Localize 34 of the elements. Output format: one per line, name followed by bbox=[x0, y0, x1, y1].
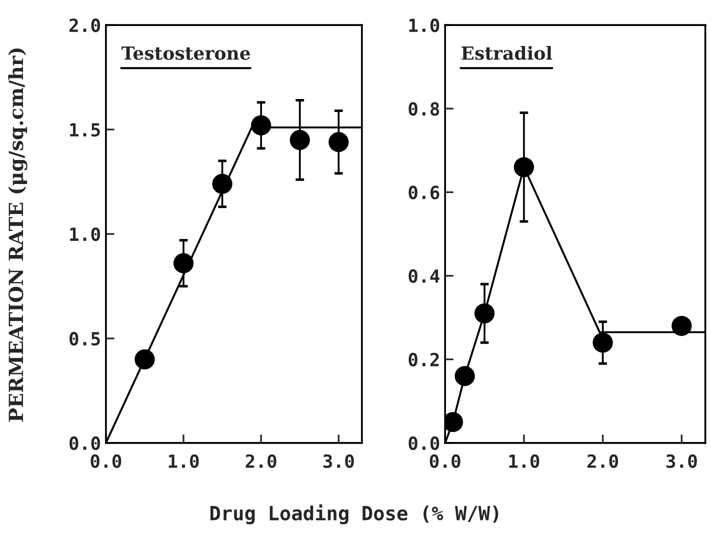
x-tick-label: 0.0 bbox=[90, 454, 122, 468]
x-tick-label: 1.0 bbox=[168, 454, 199, 468]
point bbox=[290, 130, 310, 150]
x-tick-label: 3.0 bbox=[666, 454, 697, 468]
x-tick-label: 1.0 bbox=[509, 454, 540, 468]
text: Estradiol bbox=[462, 46, 552, 60]
y-tick-label: 0.4 bbox=[408, 269, 440, 283]
y-tick-label: 1.0 bbox=[409, 18, 440, 32]
point bbox=[173, 253, 194, 274]
point bbox=[592, 332, 613, 353]
point bbox=[454, 366, 475, 386]
point bbox=[134, 349, 155, 370]
y-tick-label: 0.5 bbox=[70, 332, 100, 346]
text: Testosterone bbox=[122, 46, 250, 60]
y-tick-label: 0.8 bbox=[408, 102, 440, 116]
y-tick-label: 0.0 bbox=[408, 436, 440, 450]
point bbox=[212, 174, 232, 194]
y-tick-label: 0.0 bbox=[70, 436, 100, 450]
y-tick-label: 0.6 bbox=[408, 186, 440, 200]
y-tick-label: 0.2 bbox=[408, 352, 439, 366]
y-tick-label: 1.0 bbox=[70, 227, 100, 242]
x-axis-title: Drug Loading Dose (% W/W) bbox=[210, 504, 498, 524]
x-tick-label: 2.0 bbox=[588, 454, 618, 468]
point bbox=[251, 115, 272, 136]
x-tick-label: 2.0 bbox=[246, 454, 276, 468]
x-tick-label: 3.0 bbox=[323, 454, 354, 468]
y-tick-label: 2.0 bbox=[69, 18, 100, 32]
y-axis-title: PERMEATION RATE (μg/sq.cm/hr) bbox=[8, 48, 28, 422]
point bbox=[474, 303, 495, 324]
point bbox=[672, 316, 692, 336]
point bbox=[514, 157, 534, 178]
y-tick-label: 1.5 bbox=[70, 123, 100, 137]
x-tick-label: 0.0 bbox=[430, 454, 460, 468]
point bbox=[328, 132, 349, 152]
